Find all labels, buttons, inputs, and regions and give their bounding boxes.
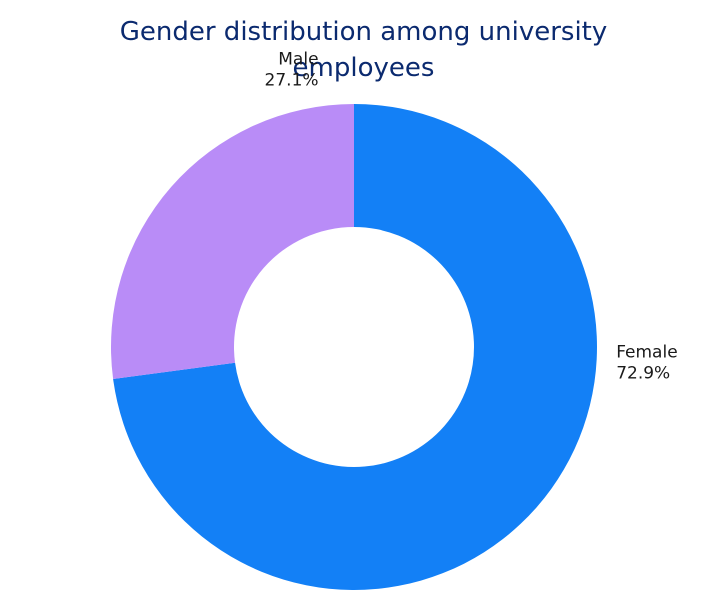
slice-label-female: Female (616, 343, 677, 363)
chart-title: Gender distribution among university emp… (0, 14, 727, 86)
slice-female (113, 104, 597, 590)
chart-title-line-2: employees (292, 53, 435, 83)
chart-title-line-1: Gender distribution among university (119, 17, 608, 47)
slice-male (110, 104, 354, 379)
slice-value-label-female: 72.9% (616, 364, 670, 384)
donut-slices (110, 104, 597, 590)
slice-label-male: Male (278, 49, 318, 69)
slice-value-label-male: 27.1% (265, 70, 319, 90)
